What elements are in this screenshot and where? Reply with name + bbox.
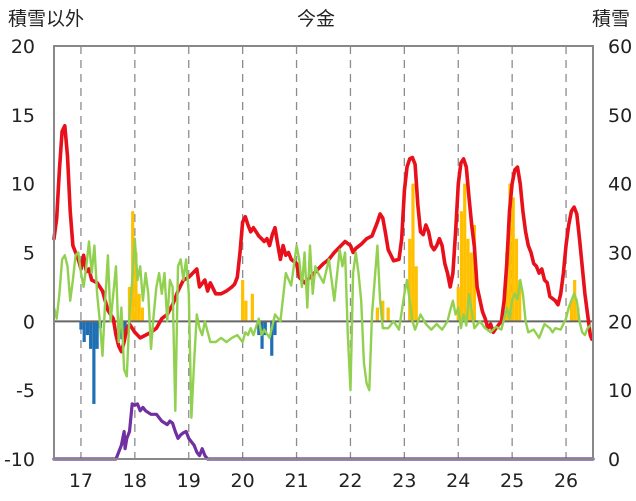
precip-bar [79,321,83,330]
x-tick-label: 20 [231,470,255,492]
precip-bar [459,211,464,322]
precip-bar [408,238,412,322]
precip-bar [82,321,86,342]
precip-bar [244,300,248,322]
precip-bar [508,183,512,322]
chart-title: 今金 [297,8,335,30]
precipitation-bars [79,183,580,404]
left-tick-label: 20 [11,36,35,58]
x-tick-label: 26 [554,470,578,492]
precip-bar [92,321,96,404]
x-tick-label: 25 [500,470,524,492]
precip-bar [85,321,90,336]
x-tick-label: 21 [284,470,308,492]
precip-bar [511,197,515,322]
x-tick-labels: 17 18 19 20 21 22 23 24 25 26 [69,470,578,492]
left-tick-label: -5 [16,380,35,402]
precip-bar [137,293,141,322]
left-axis-label: 積雪以外 [8,8,84,30]
precip-bar [386,307,390,322]
x-tick-label: 17 [69,470,93,492]
precip-bar [89,321,93,349]
right-tick-label: 40 [608,174,632,196]
precip-bar [134,252,138,322]
precip-bar [514,238,519,322]
precip-bar [469,252,473,322]
right-tick-label: 30 [608,243,632,265]
x-tick-label: 23 [392,470,416,492]
precip-bar [95,321,99,349]
precip-bar [456,286,460,322]
precip-bar [518,280,522,322]
series-line-0 [52,124,594,354]
series-line-2 [52,402,595,461]
right-tick-label: 0 [608,449,620,471]
right-tick-label: 10 [608,380,632,402]
series-line-1 [52,237,592,419]
x-tick-label: 24 [446,470,470,492]
plot-frame [53,45,594,460]
precip-bar [257,321,261,336]
precip-bar [381,300,385,322]
precip-bar [375,307,379,322]
vertical-gridlines [80,46,567,459]
right-axis-label: 積雪 [592,8,630,30]
precip-bar [466,238,470,322]
left-tick-label: 10 [11,174,35,196]
precip-bar [463,183,467,322]
precip-bar [273,321,277,336]
right-tick-label: 20 [608,311,632,333]
x-tick-label: 19 [177,470,201,492]
precip-bar [263,321,267,336]
precip-bar [414,266,418,322]
precip-bar [250,293,254,322]
left-tick-labels: -10 -5 0 5 10 15 20 [4,36,35,471]
x-tick-label: 22 [338,470,362,492]
precip-bar [573,280,577,322]
series-lines [52,124,595,461]
left-tick-label: 15 [11,105,35,127]
left-tick-label: -10 [4,449,35,471]
precip-bar [411,183,415,322]
left-tick-label: 0 [23,311,35,333]
right-tick-label: 50 [608,105,632,127]
right-tick-label: 60 [608,36,632,58]
right-tick-labels: 0 10 20 30 40 50 60 [608,36,632,471]
precip-bar [140,307,144,322]
precip-bar [270,321,274,356]
left-tick-label: 5 [23,243,35,265]
x-tick-label: 18 [123,470,147,492]
precip-bar [241,280,245,322]
precip-bar [569,300,574,322]
